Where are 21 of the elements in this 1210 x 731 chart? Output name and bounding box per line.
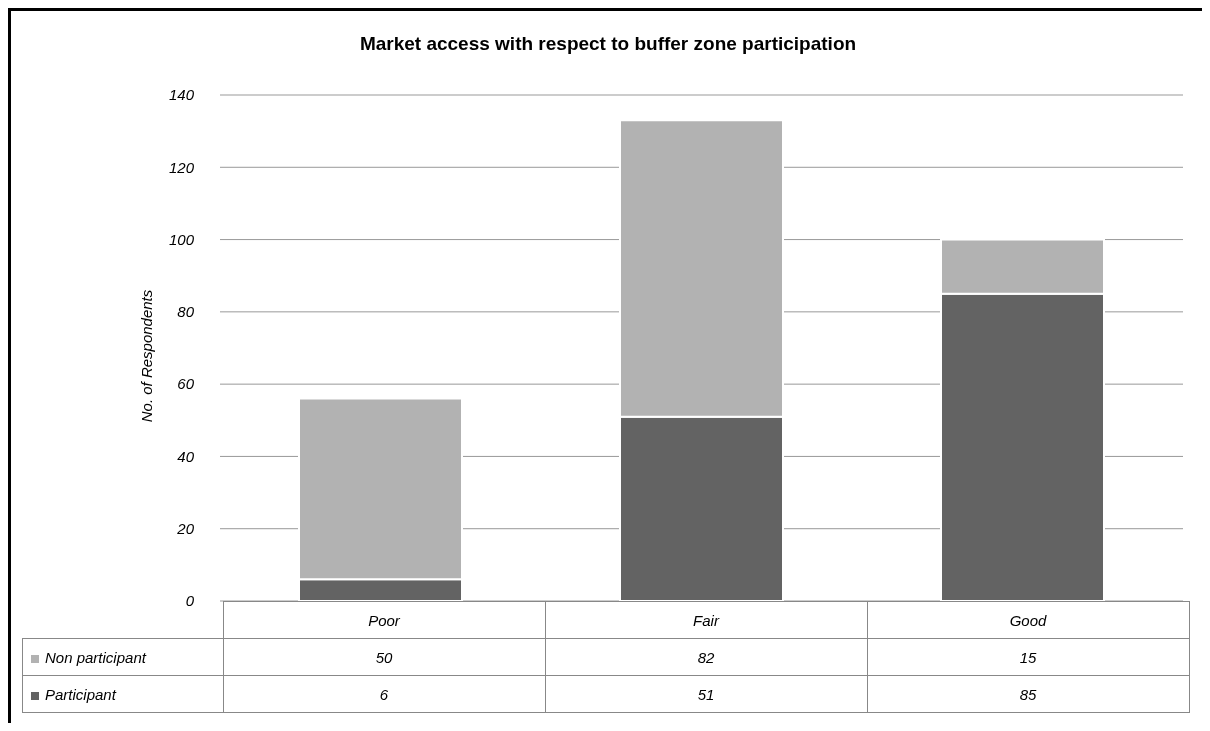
y-tick-label: 100 bbox=[168, 230, 195, 248]
data-label: 85 bbox=[867, 675, 1189, 713]
data-label: 50 bbox=[223, 638, 545, 676]
y-tick-label: 80 bbox=[177, 303, 195, 321]
y-tick-label: 140 bbox=[168, 86, 195, 104]
y-tick-label: 20 bbox=[176, 520, 195, 538]
data-label: 15 bbox=[867, 638, 1189, 676]
x-tick-label: Fair bbox=[545, 601, 867, 639]
chart-title: Market access with respect to buffer zone participation bbox=[358, 33, 858, 55]
y-tick-label: 0 bbox=[185, 592, 195, 610]
data-label: 82 bbox=[545, 638, 867, 676]
legend-label: Non participant bbox=[22, 638, 223, 676]
data-label: 51 bbox=[545, 675, 867, 713]
y-axis-title: No. of Respondents bbox=[137, 289, 155, 423]
data-label: 6 bbox=[223, 675, 545, 713]
x-tick-label: Good bbox=[867, 601, 1189, 639]
y-tick-label: 40 bbox=[177, 447, 195, 465]
legend-label: Participant bbox=[22, 675, 223, 713]
y-tick-label: 60 bbox=[177, 375, 195, 393]
x-tick-label: Poor bbox=[223, 601, 545, 639]
y-tick-label: 120 bbox=[168, 158, 195, 176]
